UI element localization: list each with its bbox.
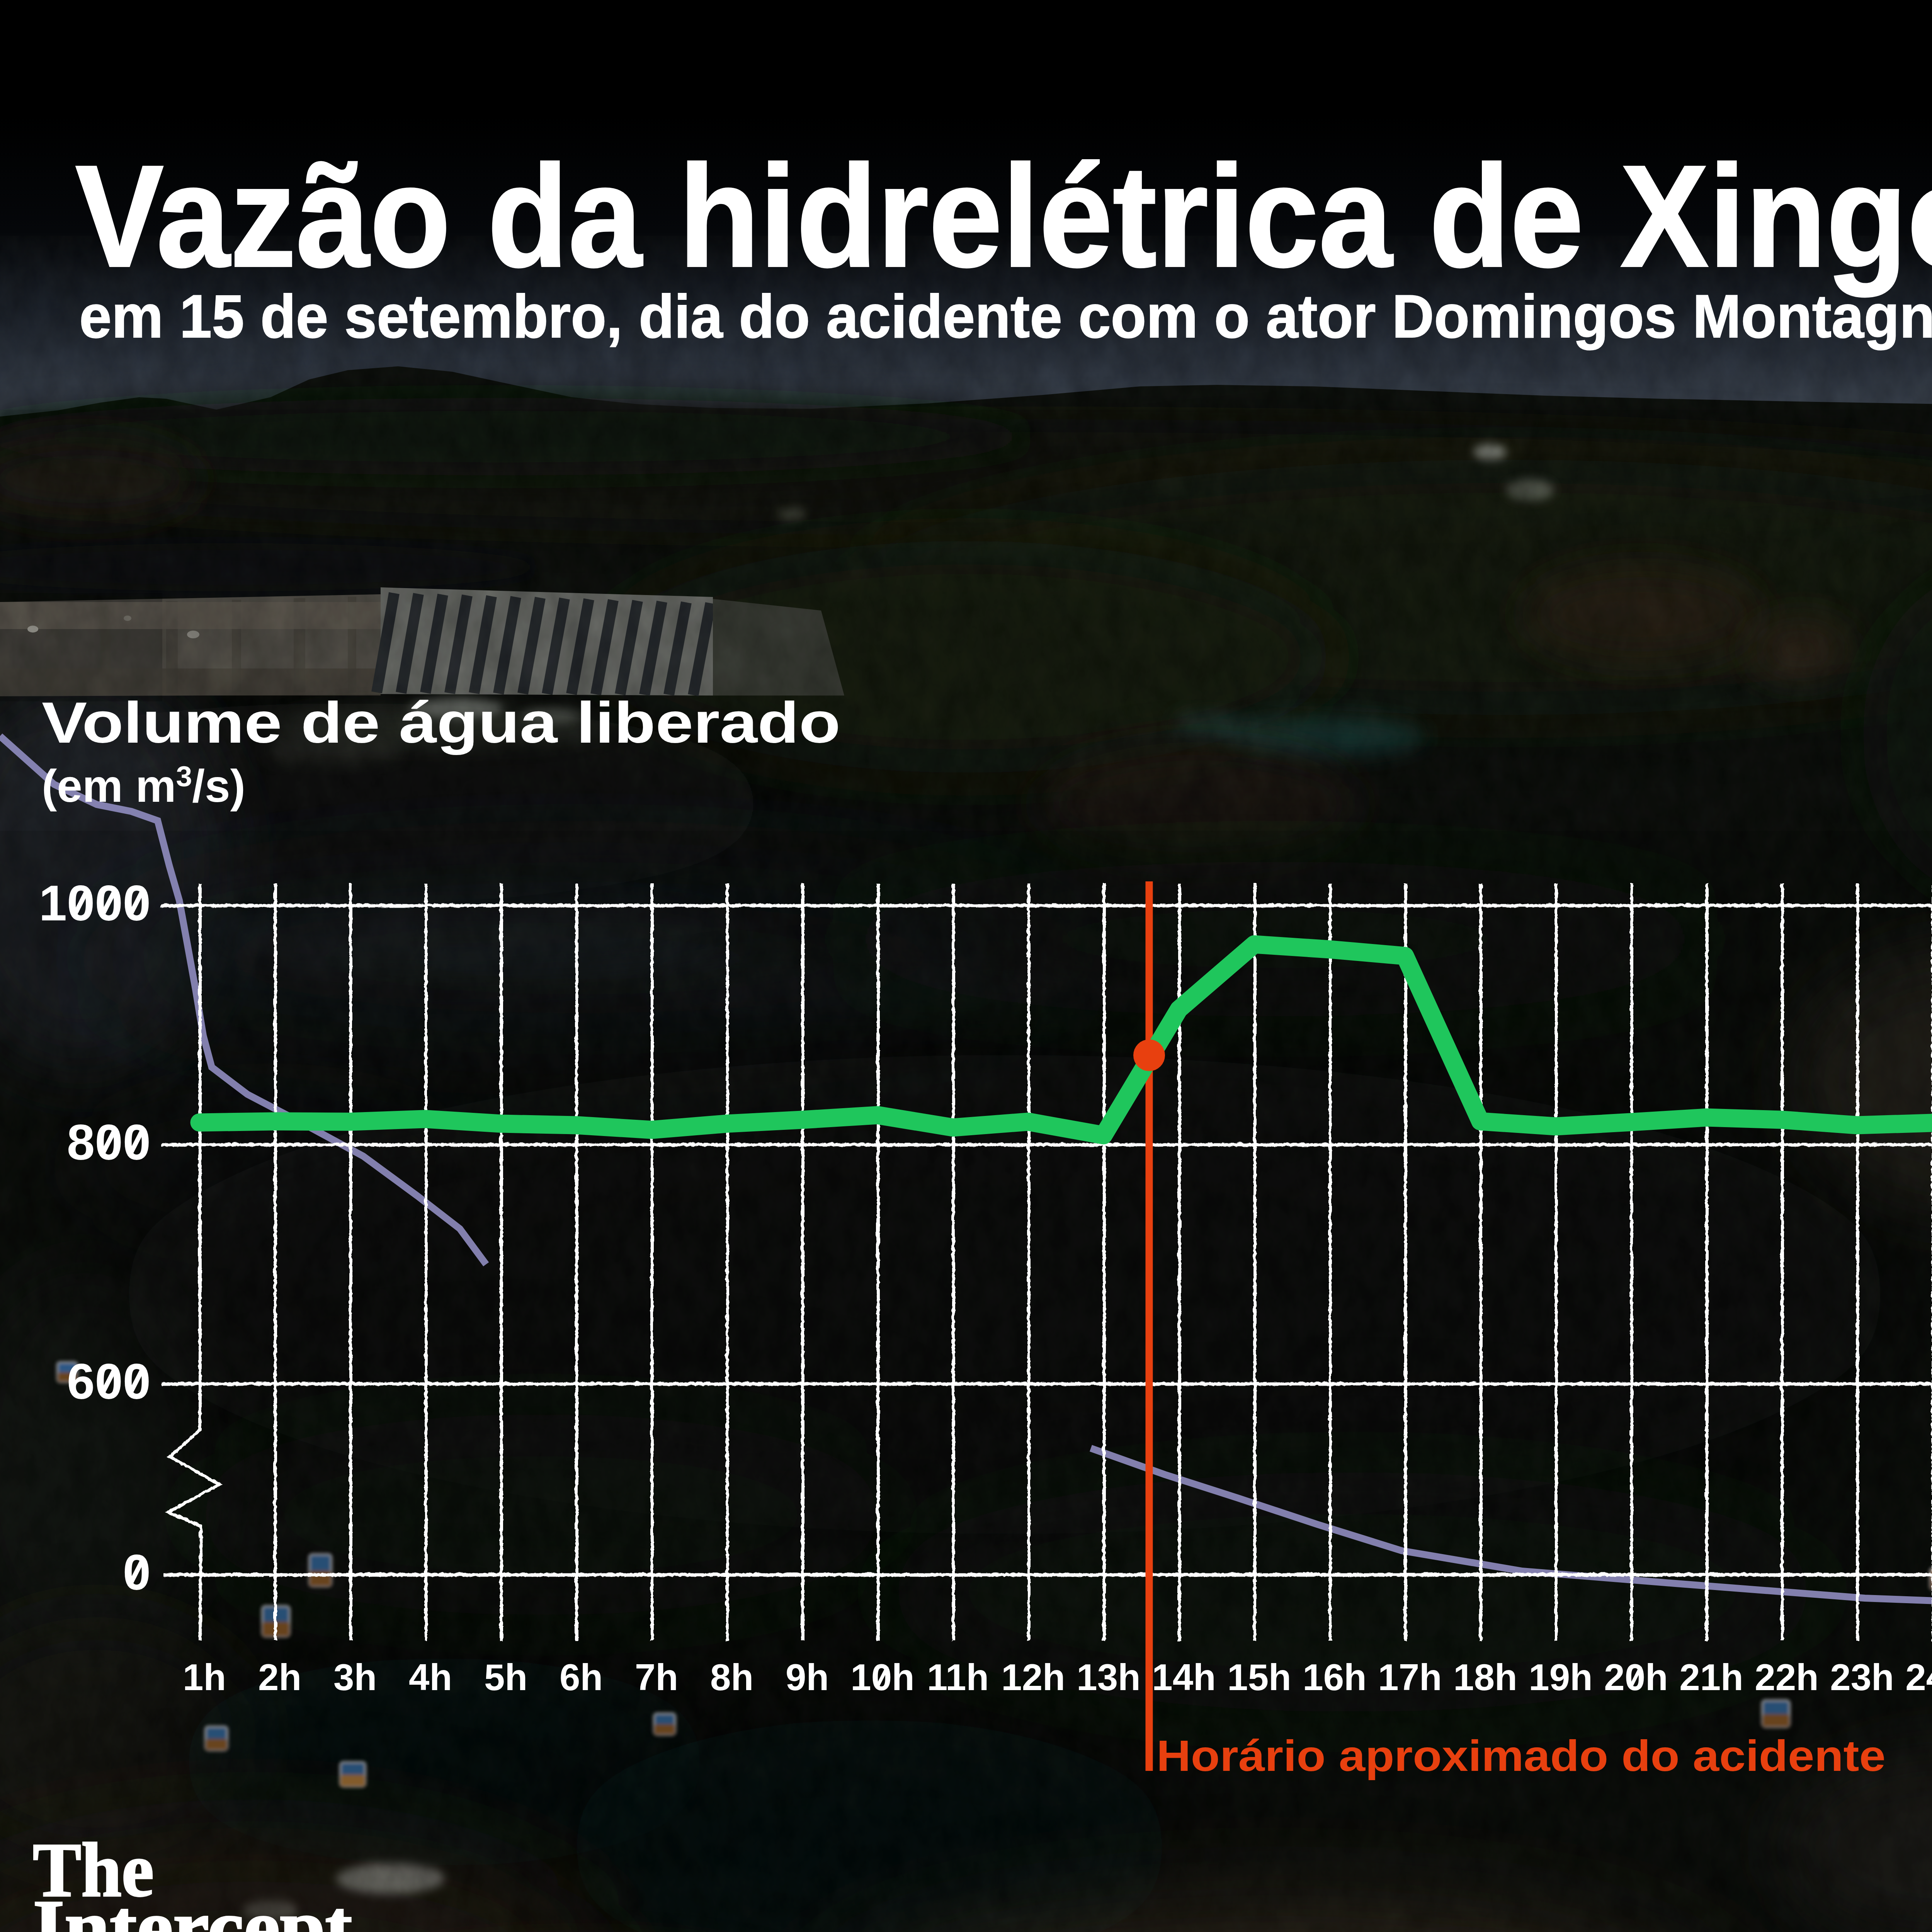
svg-text:20h: 20h <box>1604 1656 1668 1698</box>
svg-text:6h: 6h <box>560 1656 603 1698</box>
svg-text:16h: 16h <box>1303 1656 1366 1698</box>
svg-text:1h: 1h <box>183 1656 226 1698</box>
svg-text:2h: 2h <box>258 1656 301 1698</box>
svg-text:21h: 21h <box>1679 1656 1743 1698</box>
svg-text:10h: 10h <box>850 1656 914 1698</box>
svg-text:3h: 3h <box>333 1656 377 1698</box>
svg-text:Volume de água liberado: Volume de água liberado <box>42 690 840 755</box>
svg-text:18h: 18h <box>1453 1656 1517 1698</box>
svg-text:13h: 13h <box>1077 1656 1140 1698</box>
svg-text:7h: 7h <box>635 1656 678 1698</box>
svg-text:Vazão da hidrelétrica de Xingó: Vazão da hidrelétrica de Xingó <box>75 135 1932 298</box>
svg-text:24h: 24h <box>1905 1656 1932 1698</box>
svg-text:4h: 4h <box>409 1656 452 1698</box>
svg-text:15h: 15h <box>1227 1656 1291 1698</box>
svg-text:em 15 de setembro, dia do acid: em 15 de setembro, dia do acidente com o… <box>79 282 1932 350</box>
svg-text:Horário aproximado do acidente: Horário aproximado do acidente <box>1156 1731 1886 1780</box>
svg-text:22h: 22h <box>1755 1656 1818 1698</box>
svg-text:8h: 8h <box>710 1656 753 1698</box>
svg-text:11h: 11h <box>927 1656 989 1698</box>
svg-text:17h: 17h <box>1378 1656 1442 1698</box>
svg-text:12h: 12h <box>1001 1656 1065 1698</box>
svg-text:19h: 19h <box>1529 1656 1592 1698</box>
svg-text:5h: 5h <box>484 1656 527 1698</box>
svg-text:14h: 14h <box>1152 1656 1216 1698</box>
svg-text:23h: 23h <box>1830 1656 1894 1698</box>
svg-text:(em m3/s): (em m3/s) <box>42 760 245 811</box>
svg-text:Intercept_: Intercept_ <box>33 1884 394 1932</box>
svg-text:9h: 9h <box>786 1656 829 1698</box>
